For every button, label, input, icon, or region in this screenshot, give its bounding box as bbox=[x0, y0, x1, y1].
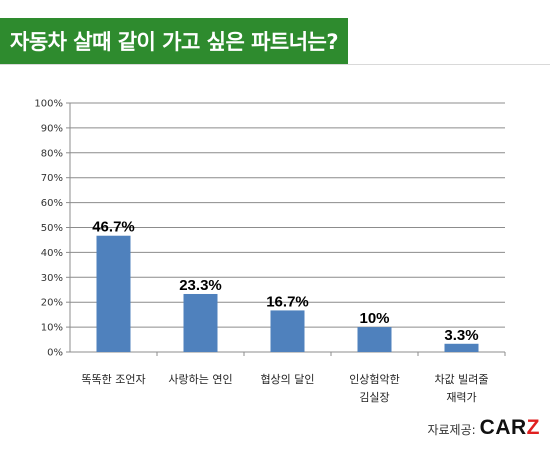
bar-value-label: 16.7% bbox=[266, 293, 309, 310]
y-tick-label: 30% bbox=[41, 273, 63, 284]
y-tick-label: 20% bbox=[41, 298, 63, 309]
x-category-label: 인상험악한 bbox=[349, 373, 400, 386]
title-divider bbox=[0, 64, 550, 65]
brand-logo-accent: Z bbox=[526, 416, 540, 439]
bar-value-label: 46.7% bbox=[92, 219, 135, 236]
bar bbox=[183, 293, 218, 352]
y-tick-label: 80% bbox=[41, 148, 63, 159]
bar-value-label: 23.3% bbox=[179, 277, 222, 294]
y-tick-label: 100% bbox=[34, 99, 63, 110]
x-category-label: 협상의 달인 bbox=[260, 373, 314, 386]
x-category-label: 재력가 bbox=[446, 391, 476, 404]
bar bbox=[96, 235, 131, 352]
chart-title-banner: 자동차 살때 같이 가고 싶은 파트너는? bbox=[0, 18, 348, 64]
brand-logo-main: CAR bbox=[479, 416, 527, 439]
bar-value-label: 10% bbox=[359, 310, 389, 327]
y-tick-label: 60% bbox=[41, 198, 63, 209]
source-label: 자료제공: bbox=[427, 423, 476, 437]
bar bbox=[357, 327, 392, 352]
y-tick-label: 90% bbox=[41, 123, 63, 134]
bar bbox=[270, 310, 305, 352]
y-tick-label: 0% bbox=[47, 348, 63, 359]
bar-value-label: 3.3% bbox=[444, 327, 478, 344]
chart-title: 자동차 살때 같이 가고 싶은 파트너는? bbox=[10, 30, 339, 54]
y-tick-label: 10% bbox=[41, 323, 63, 334]
y-tick-label: 40% bbox=[41, 248, 63, 259]
y-tick-label: 50% bbox=[41, 223, 63, 234]
brand-logo: CARZ bbox=[480, 416, 540, 440]
source-credit: 자료제공: CARZ bbox=[427, 416, 540, 440]
x-category-label: 사랑하는 연인 bbox=[168, 372, 232, 386]
y-tick-label: 70% bbox=[41, 173, 63, 184]
x-category-label: 똑똑한 조언자 bbox=[81, 373, 145, 386]
x-category-label: 김실장 bbox=[359, 391, 389, 404]
x-category-label: 차값 빌려줄 bbox=[434, 373, 488, 386]
bar bbox=[444, 343, 479, 352]
